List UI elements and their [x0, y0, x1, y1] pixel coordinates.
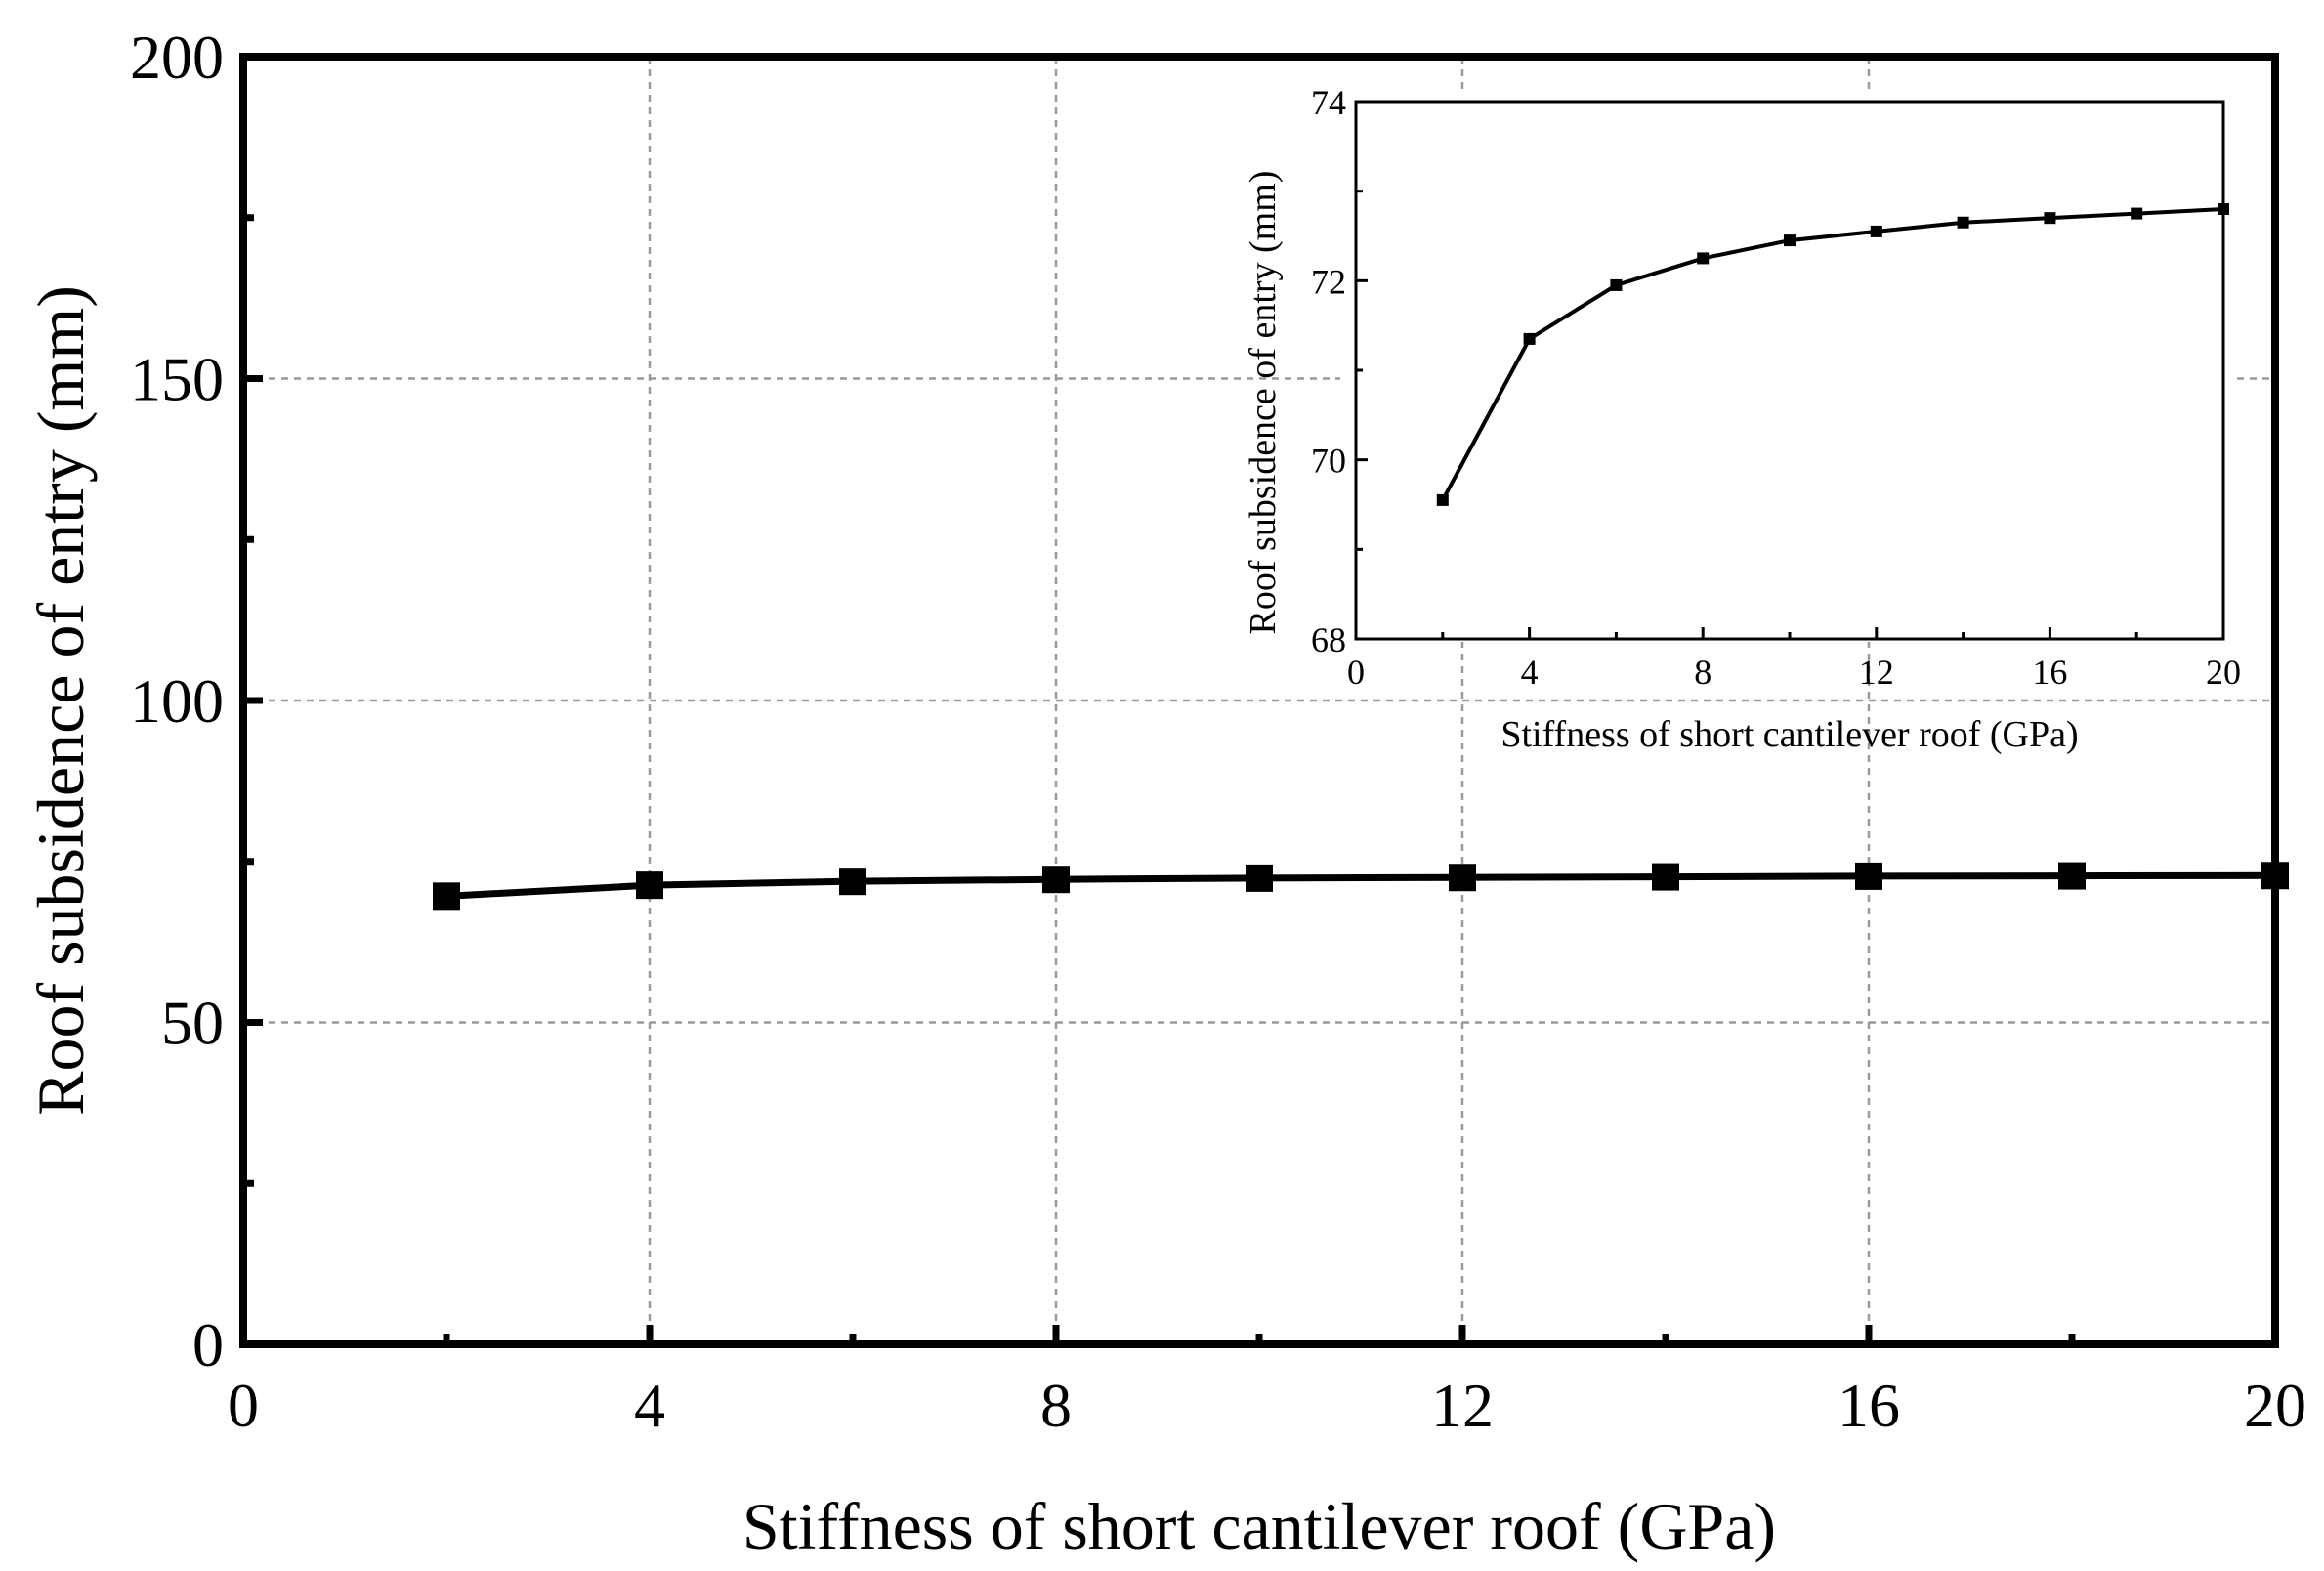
inset-x-tick-label: 20	[2206, 653, 2241, 692]
main-data-point	[1449, 864, 1476, 892]
inset-y-tick-labels: 68 70 72 74	[1311, 83, 1346, 659]
main-y-axis-label: Roof subsidence of entry (mm)	[23, 285, 98, 1116]
inset-x-tick-label: 16	[2032, 653, 2067, 692]
main-y-tick-label: 0	[192, 1310, 224, 1380]
main-x-tick-label: 12	[1431, 1371, 1494, 1440]
main-series	[433, 862, 2289, 911]
inset-x-tick-labels: 0 4 8 12 16 20	[1347, 653, 2241, 692]
inset-data-point	[1697, 252, 1710, 265]
inset-y-tick-label: 70	[1311, 442, 1346, 481]
main-y-tick-labels: 0 50 100 150 200	[130, 22, 224, 1380]
inset-y-axis-label: Roof subsidence of entry (mm)	[1243, 171, 1284, 635]
inset-data-point	[1610, 278, 1623, 291]
main-x-tick-label: 20	[2244, 1371, 2306, 1440]
inset-background	[1340, 91, 2231, 642]
main-plot: 0 4 8 12 16 20 0 50 100 150 200 Stiffnes…	[23, 22, 2306, 1563]
inset-data-point	[1436, 493, 1449, 506]
main-y-tick-label: 150	[130, 345, 224, 414]
main-data-point	[636, 871, 663, 900]
inset-data-point	[1784, 234, 1796, 247]
main-x-tick-label: 8	[1040, 1371, 1072, 1440]
main-data-point	[1042, 866, 1070, 894]
main-data-point	[839, 868, 866, 896]
inset-x-tick-label: 4	[1521, 653, 1539, 692]
main-data-point	[433, 882, 460, 911]
main-data-point	[1246, 864, 1273, 892]
inset-x-tick-label: 12	[1859, 653, 1894, 692]
main-y-tick-label: 100	[130, 666, 224, 736]
main-y-tick-label: 50	[161, 989, 224, 1058]
inset-x-axis-label: Stiffness of short cantilever roof (GPa)	[1500, 714, 2078, 755]
inset-ticks	[1354, 100, 2225, 641]
inset-data-point	[2044, 212, 2056, 225]
main-x-axis-label: Stiffness of short cantilever roof (GPa)	[742, 1489, 1776, 1563]
inset-data-point	[2131, 207, 2143, 220]
main-x-tick-label: 0	[228, 1371, 259, 1440]
inset-y-tick-label: 68	[1311, 620, 1346, 659]
inset-y-tick-label: 72	[1311, 262, 1346, 301]
main-data-point	[1855, 862, 1882, 890]
inset-series-line	[1441, 207, 2224, 501]
main-data-point	[1652, 863, 1679, 891]
inset-data-point	[1870, 225, 1882, 237]
main-ticks	[239, 53, 2279, 1348]
inset-series	[1436, 203, 2229, 506]
main-y-tick-label: 200	[130, 22, 224, 92]
inset-plot: 0 4 8 12 16 20 68 70 72 74 Stiffness of …	[1243, 83, 2241, 755]
main-x-tick-labels: 0 4 8 12 16 20	[228, 1371, 2306, 1440]
main-series-line	[445, 871, 2276, 900]
main-x-tick-label: 4	[634, 1371, 665, 1440]
inset-x-tick-label: 0	[1347, 653, 1365, 692]
inset-y-tick-label: 74	[1311, 83, 1346, 122]
main-data-point	[2058, 862, 2086, 890]
inset-data-point	[1957, 216, 1969, 229]
inset-x-tick-label: 8	[1694, 653, 1711, 692]
inset-data-point	[1523, 332, 1536, 345]
main-x-tick-label: 16	[1838, 1371, 1900, 1440]
